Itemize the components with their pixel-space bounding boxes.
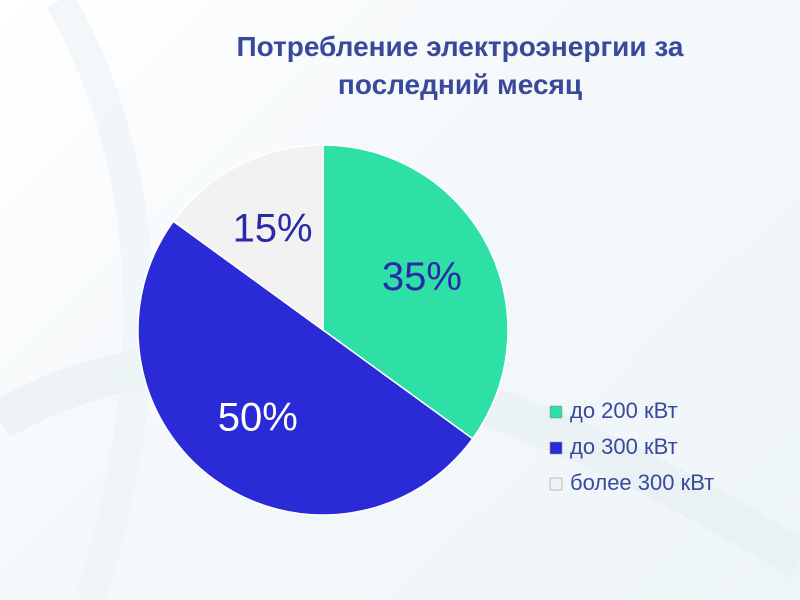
legend-label: более 300 кВт (570, 470, 714, 495)
data-label: 35% (382, 255, 462, 299)
pie-slice (137, 220, 474, 516)
pie-slice (172, 144, 324, 332)
pie-slice (322, 144, 509, 440)
background-swoosh (46, 0, 154, 600)
legend-swatch (549, 441, 563, 455)
data-label: 50% (218, 395, 298, 439)
chart-title: Потребление электроэнергии за последний … (236, 31, 684, 100)
legend-label: до 300 кВт (570, 434, 678, 459)
data-label: 15% (233, 207, 313, 251)
legend-label: до 200 кВт (570, 398, 678, 423)
legend-swatch (549, 405, 563, 419)
legend-swatch (549, 477, 563, 491)
